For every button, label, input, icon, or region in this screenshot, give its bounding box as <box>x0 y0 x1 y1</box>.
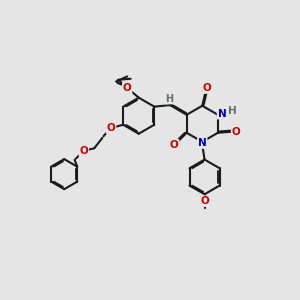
Text: H: H <box>166 94 174 103</box>
Text: O: O <box>200 196 209 206</box>
Text: O: O <box>202 83 211 93</box>
Text: O: O <box>123 83 132 93</box>
Text: N: N <box>198 138 207 148</box>
Text: O: O <box>232 127 241 136</box>
Text: O: O <box>107 123 116 133</box>
Text: H: H <box>228 106 237 116</box>
Text: O: O <box>170 140 178 150</box>
Text: N: N <box>218 109 226 118</box>
Text: O: O <box>80 146 88 156</box>
